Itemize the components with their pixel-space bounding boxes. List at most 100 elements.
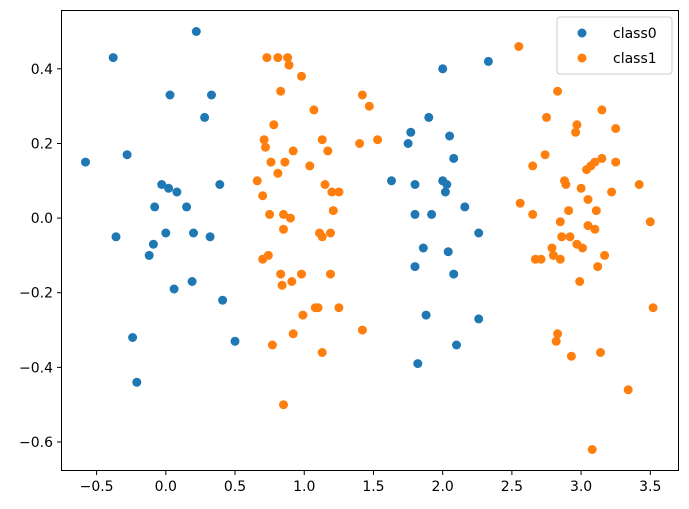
point-class1-92 — [551, 336, 561, 346]
point-class1-23 — [327, 187, 337, 197]
point-class1-83 — [578, 243, 587, 253]
point-class1-22 — [320, 180, 330, 189]
point-class0-21 — [218, 295, 228, 305]
point-class0-42 — [443, 247, 453, 257]
point-class0-0 — [191, 27, 201, 36]
point-class1-19 — [305, 161, 315, 171]
point-class1-49 — [279, 400, 288, 410]
point-class1-71 — [583, 195, 593, 204]
point-class1-47 — [267, 340, 277, 350]
point-class1-70 — [528, 209, 538, 219]
x-tick-label: 2.0 — [432, 479, 454, 495]
point-class1-14 — [261, 142, 270, 152]
point-class1-88 — [593, 262, 603, 272]
point-class0-20 — [169, 284, 179, 294]
point-class1-85 — [536, 254, 546, 264]
point-class1-3 — [284, 60, 294, 70]
point-class0-13 — [111, 232, 121, 242]
point-class1-28 — [285, 213, 295, 223]
point-class1-9 — [269, 120, 279, 130]
point-class1-50 — [514, 42, 524, 51]
point-class0-33 — [410, 180, 420, 189]
point-class1-21 — [252, 176, 262, 186]
point-class0-37 — [460, 202, 470, 212]
point-class1-25 — [258, 191, 268, 201]
data-points — [81, 27, 658, 454]
point-class1-72 — [591, 206, 601, 216]
point-class1-86 — [555, 254, 565, 264]
point-class1-80 — [557, 232, 567, 242]
point-class0-35 — [442, 180, 452, 189]
point-class1-35 — [258, 254, 268, 264]
point-class1-44 — [298, 310, 308, 320]
point-class1-51 — [553, 86, 563, 96]
point-class1-57 — [528, 161, 538, 171]
point-class1-68 — [634, 180, 644, 189]
point-class1-7 — [357, 90, 367, 100]
point-class0-36 — [440, 187, 450, 197]
point-class1-90 — [648, 303, 658, 313]
legend-marker-class0 — [577, 28, 587, 38]
x-tick-label: 3.0 — [570, 479, 592, 495]
point-class1-13 — [373, 135, 383, 145]
y-axis-ticks: −0.6 −0.4 −0.2 0.0 0.2 0.4 — [19, 62, 62, 451]
point-class1-33 — [326, 228, 335, 238]
point-class0-4 — [200, 112, 210, 122]
point-class1-89 — [575, 277, 585, 286]
point-class1-26 — [265, 209, 275, 219]
point-class1-61 — [576, 183, 586, 193]
point-class1-5 — [276, 86, 286, 96]
point-class0-24 — [132, 377, 142, 387]
point-class1-30 — [279, 224, 288, 234]
point-class1-76 — [590, 224, 600, 234]
y-tick-label: −0.2 — [19, 286, 53, 302]
point-class1-0 — [262, 53, 272, 63]
y-tick-label: 0.2 — [31, 136, 53, 152]
point-class1-91 — [553, 329, 563, 339]
plot-area-frame — [61, 10, 679, 471]
point-class0-2 — [165, 90, 175, 100]
point-class1-60 — [561, 180, 571, 189]
point-class1-93 — [566, 351, 576, 361]
point-class1-38 — [287, 277, 297, 286]
point-class1-12 — [355, 139, 365, 148]
point-class0-45 — [421, 310, 431, 320]
point-class0-31 — [449, 153, 459, 163]
point-class1-45 — [288, 329, 298, 339]
point-class1-78 — [547, 243, 557, 253]
point-class0-8 — [157, 180, 167, 189]
point-class1-96 — [587, 445, 597, 454]
point-class1-42 — [310, 303, 320, 313]
point-class1-10 — [259, 135, 269, 145]
x-tick-label: 0.0 — [155, 479, 177, 495]
point-class1-17 — [266, 157, 276, 167]
point-class1-69 — [515, 198, 525, 208]
point-class1-53 — [572, 120, 582, 130]
point-class1-95 — [623, 385, 633, 395]
point-class0-40 — [474, 228, 484, 238]
point-class1-20 — [273, 168, 283, 178]
point-class1-2 — [283, 53, 293, 63]
point-class1-87 — [600, 250, 610, 260]
point-class1-54 — [571, 127, 581, 137]
point-class0-12 — [182, 202, 192, 212]
x-tick-label: 1.0 — [293, 479, 315, 495]
point-class1-77 — [645, 217, 655, 227]
point-class1-65 — [597, 153, 607, 163]
y-tick-label: 0.4 — [31, 62, 53, 78]
point-class1-81 — [565, 232, 575, 242]
point-class1-64 — [590, 157, 600, 167]
point-class1-39 — [326, 269, 335, 279]
x-tick-label: 0.5 — [224, 479, 246, 495]
point-class0-44 — [449, 269, 459, 279]
legend-label-class1: class1 — [613, 51, 657, 67]
point-class1-55 — [597, 105, 607, 115]
x-tick-label: −0.5 — [80, 479, 114, 495]
point-class1-27 — [279, 209, 288, 219]
point-class1-6 — [309, 105, 319, 115]
x-tick-label: 2.5 — [501, 479, 523, 495]
point-class0-43 — [410, 262, 420, 272]
point-class1-48 — [317, 348, 327, 357]
point-class0-3 — [207, 90, 216, 100]
